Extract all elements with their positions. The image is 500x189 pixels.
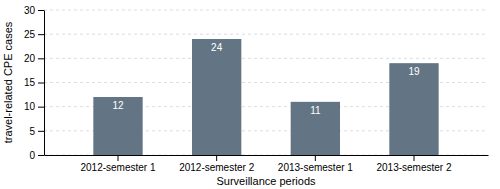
tick-label: 10 <box>24 101 36 112</box>
bar <box>192 39 241 155</box>
data-label: 19 <box>408 66 420 77</box>
tick: 30 <box>24 5 44 16</box>
tick-mark <box>38 10 44 11</box>
tick: 25 <box>24 29 44 40</box>
x-axis: 2012-semester 1 2012-semester 2 2013-semes… <box>45 155 489 173</box>
grid-line <box>44 10 488 11</box>
tick: 2013-semester 2 <box>376 155 451 173</box>
tick-label: 5 <box>29 126 35 137</box>
bar <box>93 97 142 155</box>
chart: 2012-semester 1 2012-semester 2 2013-semes… <box>0 0 500 189</box>
tick: 20 <box>24 53 44 64</box>
grid-line <box>44 58 488 59</box>
data-label: 12 <box>112 100 124 111</box>
tick-label: 20 <box>24 53 36 64</box>
bars <box>93 39 438 155</box>
tick: 2012-semester 1 <box>80 155 155 173</box>
tick-mark <box>118 155 119 161</box>
tick: 15 <box>24 77 44 88</box>
y-axis: 0 5 10 15 20 25 30 <box>24 5 45 161</box>
plot: 2012-semester 1 2012-semester 2 2013-semes… <box>24 5 489 173</box>
tick-mark <box>315 155 316 161</box>
tick-label: 0 <box>29 150 35 161</box>
tick-label: 2013-semester 1 <box>278 162 353 173</box>
tick-label: 2012-semester 2 <box>179 162 254 173</box>
tick-label: 2013-semester 2 <box>376 162 451 173</box>
grid <box>44 10 488 155</box>
bar <box>389 63 438 155</box>
x-axis-title: Surveillance periods <box>216 175 316 187</box>
tick: 2013-semester 1 <box>278 155 353 173</box>
tick-mark <box>38 107 44 108</box>
tick: 0 <box>29 150 44 161</box>
tick-mark <box>216 155 217 161</box>
grid-line <box>44 34 488 35</box>
tick-mark <box>38 131 44 132</box>
tick-label: 30 <box>24 5 36 16</box>
data-label: 11 <box>310 105 321 116</box>
axis-domain <box>45 155 489 156</box>
tick: 2012-semester 2 <box>179 155 254 173</box>
tick-label: 2012-semester 1 <box>80 162 155 173</box>
tick-mark <box>414 155 415 161</box>
data-label: 24 <box>211 42 223 53</box>
tick: 5 <box>29 126 44 137</box>
bar <box>291 102 340 155</box>
axis-domain <box>44 11 45 156</box>
tick-label: 25 <box>24 29 36 40</box>
tick-mark <box>38 155 44 156</box>
tick-mark <box>38 83 44 84</box>
data-labels: 12 24 11 19 <box>112 42 420 116</box>
y-axis-title: travel-related CPE cases <box>2 21 14 143</box>
tick: 10 <box>24 101 44 112</box>
tick-mark <box>38 58 44 59</box>
tick-label: 15 <box>24 77 36 88</box>
tick-mark <box>38 34 44 35</box>
